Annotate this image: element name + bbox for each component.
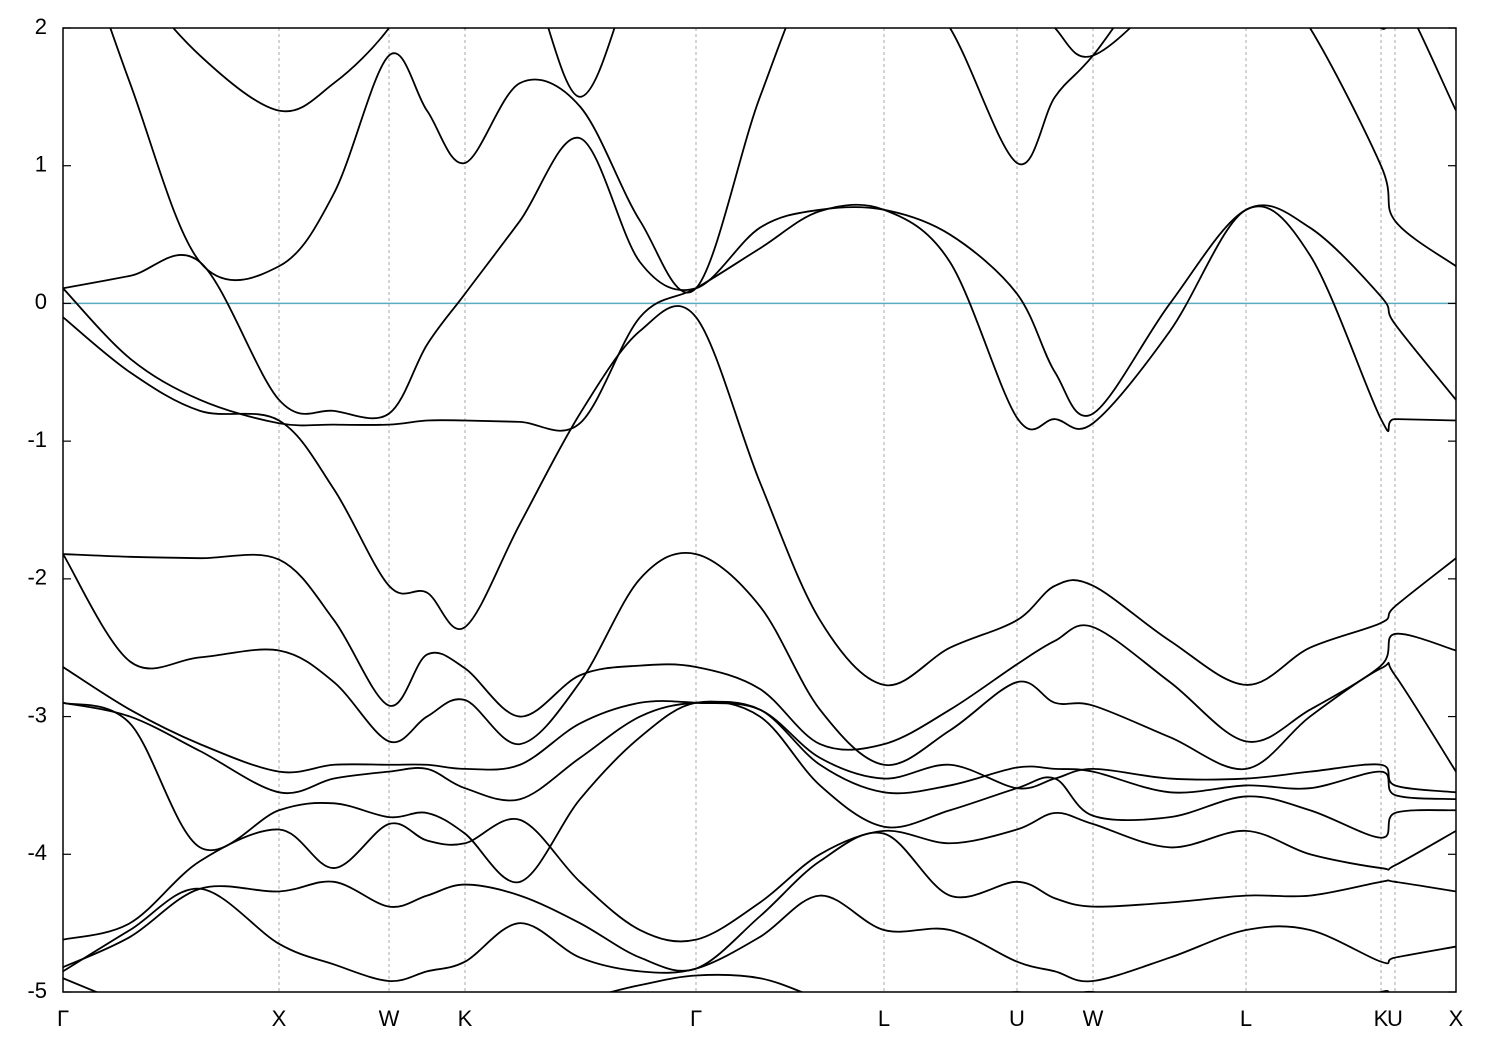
y-tick-label: 2 [35, 14, 47, 39]
bands [63, 28, 1456, 992]
band-line [63, 700, 1456, 884]
band-line [63, 666, 1456, 794]
y-tick-label: 0 [35, 289, 47, 314]
band-line [63, 812, 1456, 943]
x-tick-label: K [458, 1006, 473, 1031]
y-tick-label: -2 [27, 565, 47, 590]
x-tick-label: K [1374, 1006, 1389, 1031]
x-tick-label: L [1240, 1006, 1252, 1031]
band-line [63, 203, 1456, 433]
band-line [63, 831, 1456, 972]
y-tick-label: -5 [27, 978, 47, 1003]
y-tick-label: -3 [27, 702, 47, 727]
band-line [63, 887, 1456, 983]
y-tick-label: 1 [35, 152, 47, 177]
grid [62, 28, 1457, 992]
x-tick-label: U [1387, 1006, 1403, 1031]
band-line [63, 137, 1456, 420]
band-line [63, 551, 1456, 773]
x-tick-label: Γ [57, 1006, 69, 1031]
x-tick-label: Γ [690, 1006, 702, 1031]
band-line [63, 973, 1390, 992]
band-line [171, 28, 1456, 113]
x-tick-label: W [1083, 1006, 1104, 1031]
x-tick-label: L [878, 1006, 890, 1031]
x-tick-label: U [1009, 1006, 1025, 1031]
plot-frame [62, 27, 1457, 993]
band-line [109, 28, 1456, 294]
x-tick-label: X [272, 1006, 287, 1031]
x-tick-label: W [379, 1006, 400, 1031]
band-line [63, 305, 1456, 687]
band-line [63, 553, 1456, 751]
x-tick-label: X [1449, 1006, 1464, 1031]
y-tick-label: -4 [27, 840, 47, 865]
y-tick-label: -1 [27, 427, 47, 452]
